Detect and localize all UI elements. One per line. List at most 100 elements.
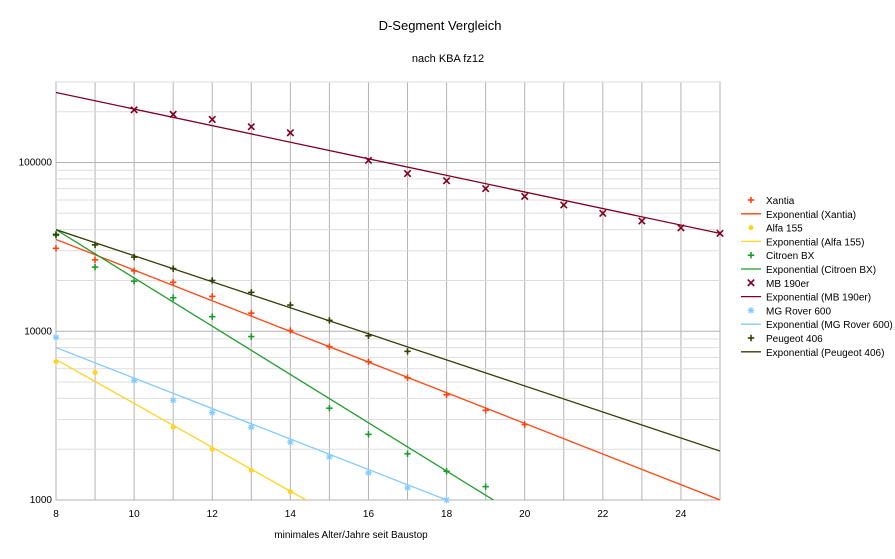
legend-marker-peugeot-406 — [747, 334, 755, 342]
plot-area — [52, 91, 724, 504]
data-point-xantia — [521, 421, 528, 428]
trendline-alfa-155 — [56, 358, 307, 500]
data-point-xantia — [326, 343, 333, 350]
data-point-mg-rover-600 — [52, 334, 60, 341]
legend-trend-label-mb-190er: Exponential (MB 190er) — [766, 293, 871, 304]
x-axis-label: minimales Alter/Jahre seit Baustop — [274, 530, 428, 541]
data-point-mb-190er — [286, 129, 295, 137]
data-point-mg-rover-600 — [130, 377, 138, 384]
y-tick-label: 10000 — [24, 326, 52, 337]
data-point-alfa-155 — [287, 489, 293, 495]
data-point-mb-190er — [520, 192, 529, 201]
data-point-mg-rover-600 — [209, 409, 216, 416]
data-point-peugeot-406 — [326, 317, 333, 324]
data-point-alfa-155 — [209, 446, 215, 452]
legend-trend-label-xantia: Exponential (Xantia) — [766, 210, 856, 221]
x-tick-label: 18 — [441, 509, 453, 520]
y-tick-label: 1000 — [30, 495, 53, 506]
legend-marker-alfa-155 — [748, 225, 754, 231]
legend-trend-label-peugeot-406: Exponential (Peugeot 406) — [766, 348, 884, 359]
data-point-xantia — [287, 327, 294, 334]
data-point-citroen-bx — [209, 313, 216, 320]
data-point-xantia — [209, 293, 216, 300]
data-point-mb-190er — [481, 184, 490, 193]
trendline-mb-190er — [56, 91, 720, 235]
x-tick-label: 12 — [207, 509, 219, 520]
legend-trend-label-citroen-bx: Exponential (Citroen BX) — [766, 265, 876, 276]
chart-subtitle: nach KBA fz12 — [412, 53, 484, 65]
data-point-alfa-155 — [53, 359, 59, 365]
legend-label-citroen-bx: Citroen BX — [766, 251, 815, 262]
legend-marker-mg-rover-600 — [747, 307, 755, 314]
legend-marker-citroen-bx — [747, 252, 755, 259]
x-tick-label: 24 — [675, 509, 687, 520]
x-tick-label: 14 — [285, 509, 297, 520]
legend-label-mg-rover-600: MG Rover 600 — [766, 306, 831, 317]
data-point-mg-rover-600 — [365, 469, 372, 476]
data-point-citroen-bx — [404, 450, 411, 457]
x-tick-label: 10 — [129, 509, 141, 520]
data-point-mb-190er — [403, 169, 412, 178]
x-tick-label: 16 — [363, 509, 375, 520]
data-point-citroen-bx — [248, 333, 255, 340]
data-point-peugeot-406 — [52, 231, 60, 238]
data-point-citroen-bx — [482, 483, 489, 490]
data-point-citroen-bx — [365, 431, 372, 438]
x-tick-label: 20 — [519, 509, 531, 520]
trendline-xantia — [56, 238, 720, 500]
data-point-mb-190er — [599, 209, 607, 218]
chart-title: D-Segment Vergleich — [379, 18, 502, 33]
data-point-peugeot-406 — [169, 265, 177, 272]
data-point-mb-190er — [638, 217, 646, 225]
data-point-citroen-bx — [91, 263, 99, 271]
trendline-mg-rover-600 — [56, 347, 447, 500]
data-point-peugeot-406 — [130, 253, 138, 261]
data-point-mb-190er — [677, 224, 685, 232]
trendline-citroen-bx — [56, 229, 494, 500]
series-mg-rover-600 — [52, 334, 450, 504]
data-point-xantia — [248, 309, 255, 317]
legend-label-mb-190er: MB 190er — [766, 279, 810, 290]
data-point-mb-190er — [130, 106, 138, 114]
series-xantia — [52, 238, 720, 500]
data-point-xantia — [443, 391, 450, 399]
data-point-peugeot-406 — [248, 289, 255, 296]
data-point-citroen-bx — [326, 404, 333, 412]
data-point-peugeot-406 — [91, 241, 99, 249]
trendline-peugeot-406 — [56, 229, 720, 452]
data-point-xantia — [365, 358, 372, 365]
legend-label-xantia: Xantia — [766, 196, 795, 207]
data-point-mg-rover-600 — [248, 424, 255, 431]
data-point-mb-190er — [247, 122, 256, 131]
legend-trend-label-alfa-155: Exponential (Alfa 155) — [766, 237, 864, 248]
y-tick-label: 100000 — [19, 158, 53, 169]
data-point-alfa-155 — [92, 369, 98, 375]
data-point-peugeot-406 — [404, 348, 411, 355]
x-tick-label: 22 — [597, 509, 609, 520]
data-point-citroen-bx — [169, 294, 177, 301]
legend-marker-mb-190er — [747, 279, 755, 287]
data-point-xantia — [91, 256, 99, 264]
data-point-citroen-bx — [130, 277, 138, 285]
data-point-mb-190er — [169, 110, 177, 119]
data-point-peugeot-406 — [365, 332, 372, 339]
data-point-mb-190er — [208, 115, 217, 124]
data-point-xantia — [130, 267, 138, 275]
data-point-mg-rover-600 — [443, 496, 450, 504]
data-point-mg-rover-600 — [287, 439, 294, 446]
data-point-peugeot-406 — [287, 301, 294, 309]
data-point-mg-rover-600 — [404, 484, 411, 492]
legend-trend-label-mg-rover-600: Exponential (MG Rover 600) — [766, 320, 893, 331]
series-peugeot-406 — [52, 229, 720, 452]
legend-label-peugeot-406: Peugeot 406 — [766, 334, 823, 345]
data-point-mb-190er — [716, 229, 724, 238]
data-point-mb-190er — [559, 201, 568, 209]
data-point-mg-rover-600 — [169, 397, 177, 404]
data-point-mb-190er — [442, 176, 451, 185]
data-point-alfa-155 — [248, 467, 254, 473]
data-point-mg-rover-600 — [326, 453, 333, 461]
axis-ticks: 8 10 12 14 16 18 20 22 24 1000 10000 100000 — [19, 158, 687, 520]
legend-marker-xantia — [747, 196, 755, 204]
data-point-mb-190er — [364, 156, 373, 165]
series-citroen-bx — [52, 229, 494, 500]
